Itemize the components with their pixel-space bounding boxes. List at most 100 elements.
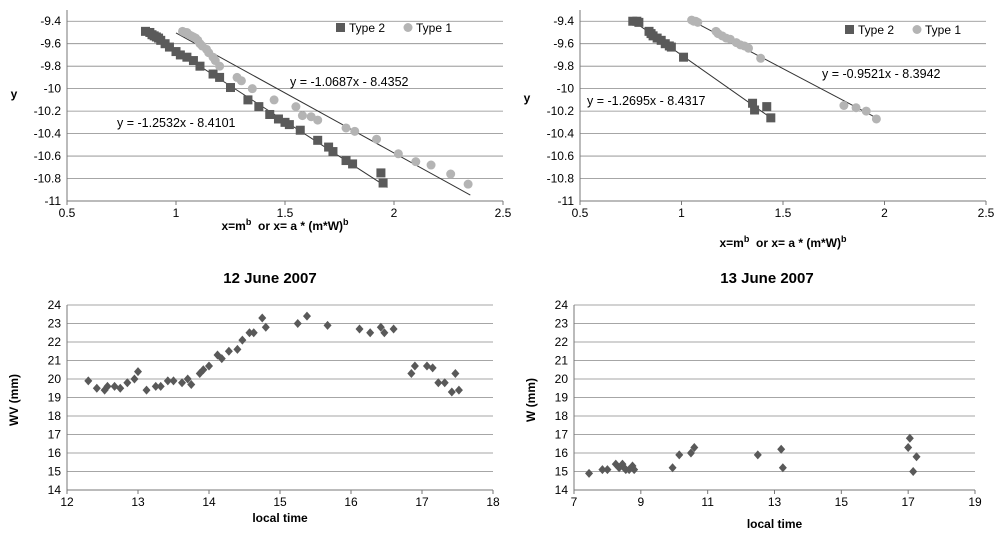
x-tick-label: 15 xyxy=(835,495,849,509)
y-tick-label: -10.4 xyxy=(34,127,62,141)
data-point xyxy=(912,452,921,462)
data-point xyxy=(169,376,178,386)
x-tick-label: 2.5 xyxy=(495,206,512,220)
x-tick-label: 17 xyxy=(901,495,915,509)
data-point-type-2 xyxy=(208,69,218,79)
data-point xyxy=(690,442,699,452)
data-point-type-1 xyxy=(839,101,849,110)
y-tick-label: -9.6 xyxy=(553,37,574,51)
data-point-type-1 xyxy=(291,102,301,112)
x-axis-label: x=mb or x= a * (m*W)b xyxy=(719,234,847,250)
data-point xyxy=(134,367,142,377)
y-tick-label: 22 xyxy=(48,335,62,349)
data-point xyxy=(302,311,311,321)
data-point-type-1 xyxy=(693,17,703,27)
y-tick-label: -9.8 xyxy=(553,59,574,73)
data-point xyxy=(410,361,419,371)
data-point xyxy=(178,378,187,388)
data-point xyxy=(84,376,93,386)
y-tick-label: -10.8 xyxy=(547,172,575,186)
x-tick-label: 15 xyxy=(273,495,287,509)
x-axis-label: x=mb or x= a * (m*W)b xyxy=(221,217,349,233)
y-tick-label: -10.8 xyxy=(34,172,62,186)
trendline-equation: y = -1.0687x - 8.4352 xyxy=(290,75,409,89)
y-tick-label: 24 xyxy=(48,298,62,312)
data-point xyxy=(778,463,787,473)
y-tick-label: -9.4 xyxy=(40,14,61,28)
y-tick-label: 18 xyxy=(555,409,569,423)
y-tick-label: 18 xyxy=(48,409,62,423)
date-label-13-june: 13 June 2007 xyxy=(720,270,813,287)
y-tick-label: -10.2 xyxy=(34,104,62,118)
data-point-type-2 xyxy=(634,17,644,27)
data-point xyxy=(103,381,112,391)
data-point-type-2 xyxy=(243,95,253,105)
data-point-type-1 xyxy=(350,126,360,136)
chart-12-june-wv: 14 15 16 17 18 19 20 21 22 23 24 12 13 14 15 16 17 18 WV (… xyxy=(7,298,500,525)
data-point-type-2 xyxy=(273,114,283,124)
data-point-type-1 xyxy=(743,43,753,53)
legend-marker-type-1 xyxy=(912,25,922,34)
data-point xyxy=(233,344,242,354)
data-point xyxy=(116,383,125,393)
data-point-type-1 xyxy=(861,106,871,116)
data-point xyxy=(92,383,101,393)
data-point-type-2 xyxy=(164,42,174,52)
x-tick-label: 13 xyxy=(768,495,782,509)
x-tick-label: 1 xyxy=(173,206,180,220)
data-point-type-2 xyxy=(328,147,338,157)
y-axis-label: y xyxy=(524,91,531,105)
data-point xyxy=(130,374,139,384)
data-point xyxy=(205,361,213,371)
data-point xyxy=(110,381,119,391)
data-point xyxy=(199,365,208,375)
y-axis-label: W (mm) xyxy=(524,378,538,422)
data-point-type-2 xyxy=(376,168,386,178)
y-tick-label: 17 xyxy=(48,428,62,442)
data-point-type-2 xyxy=(378,178,388,188)
legend-label-type-2: Type 2 xyxy=(858,23,894,37)
data-point xyxy=(905,433,914,443)
y-axis-label: WV (mm) xyxy=(7,374,21,426)
data-point-type-1 xyxy=(269,95,279,105)
data-point xyxy=(451,368,460,378)
data-point xyxy=(156,381,165,391)
chart-13-june-xy: -9.4 -9.6 -9.8 -10 -10.2 -10.4 -10.6 -10.8 -110.… xyxy=(524,10,994,250)
data-point xyxy=(245,328,254,338)
data-point xyxy=(777,444,786,454)
data-point-type-1 xyxy=(236,76,246,86)
data-point-type-2 xyxy=(295,125,305,135)
data-point-type-1 xyxy=(871,114,881,124)
y-tick-label: 21 xyxy=(48,354,62,368)
x-tick-label: 1.5 xyxy=(775,206,792,220)
data-point-type-1 xyxy=(426,160,436,170)
legend-label-type-1: Type 1 xyxy=(416,21,452,35)
data-point xyxy=(163,376,172,386)
y-tick-label: 21 xyxy=(555,354,569,368)
data-point xyxy=(630,465,639,475)
x-tick-label: 2 xyxy=(881,206,888,220)
legend-marker-type-2 xyxy=(845,25,854,34)
data-point-type-2 xyxy=(313,135,323,145)
data-point xyxy=(422,361,431,371)
y-tick-label: 14 xyxy=(555,483,569,497)
data-point xyxy=(142,385,151,395)
data-point-type-2 xyxy=(762,102,772,112)
data-point-type-2 xyxy=(215,72,225,82)
y-tick-label: -10 xyxy=(557,82,575,96)
x-axis-label: local time xyxy=(747,517,803,531)
x-tick-label: 16 xyxy=(344,495,358,509)
x-tick-label: 7 xyxy=(571,495,578,509)
data-point xyxy=(447,387,456,397)
x-tick-label: 11 xyxy=(701,495,714,509)
trendline-equation: y = -1.2532x - 8.4101 xyxy=(117,116,236,130)
y-tick-label: 20 xyxy=(555,372,569,386)
data-point xyxy=(753,450,762,460)
data-point-type-1 xyxy=(341,123,351,133)
date-label-12-june: 12 June 2007 xyxy=(223,270,316,287)
y-tick-label: -10.6 xyxy=(34,149,62,163)
data-point xyxy=(904,442,913,452)
trendline-equation: y = -1.2695x - 8.4317 xyxy=(587,94,706,108)
data-point-type-2 xyxy=(748,98,758,108)
